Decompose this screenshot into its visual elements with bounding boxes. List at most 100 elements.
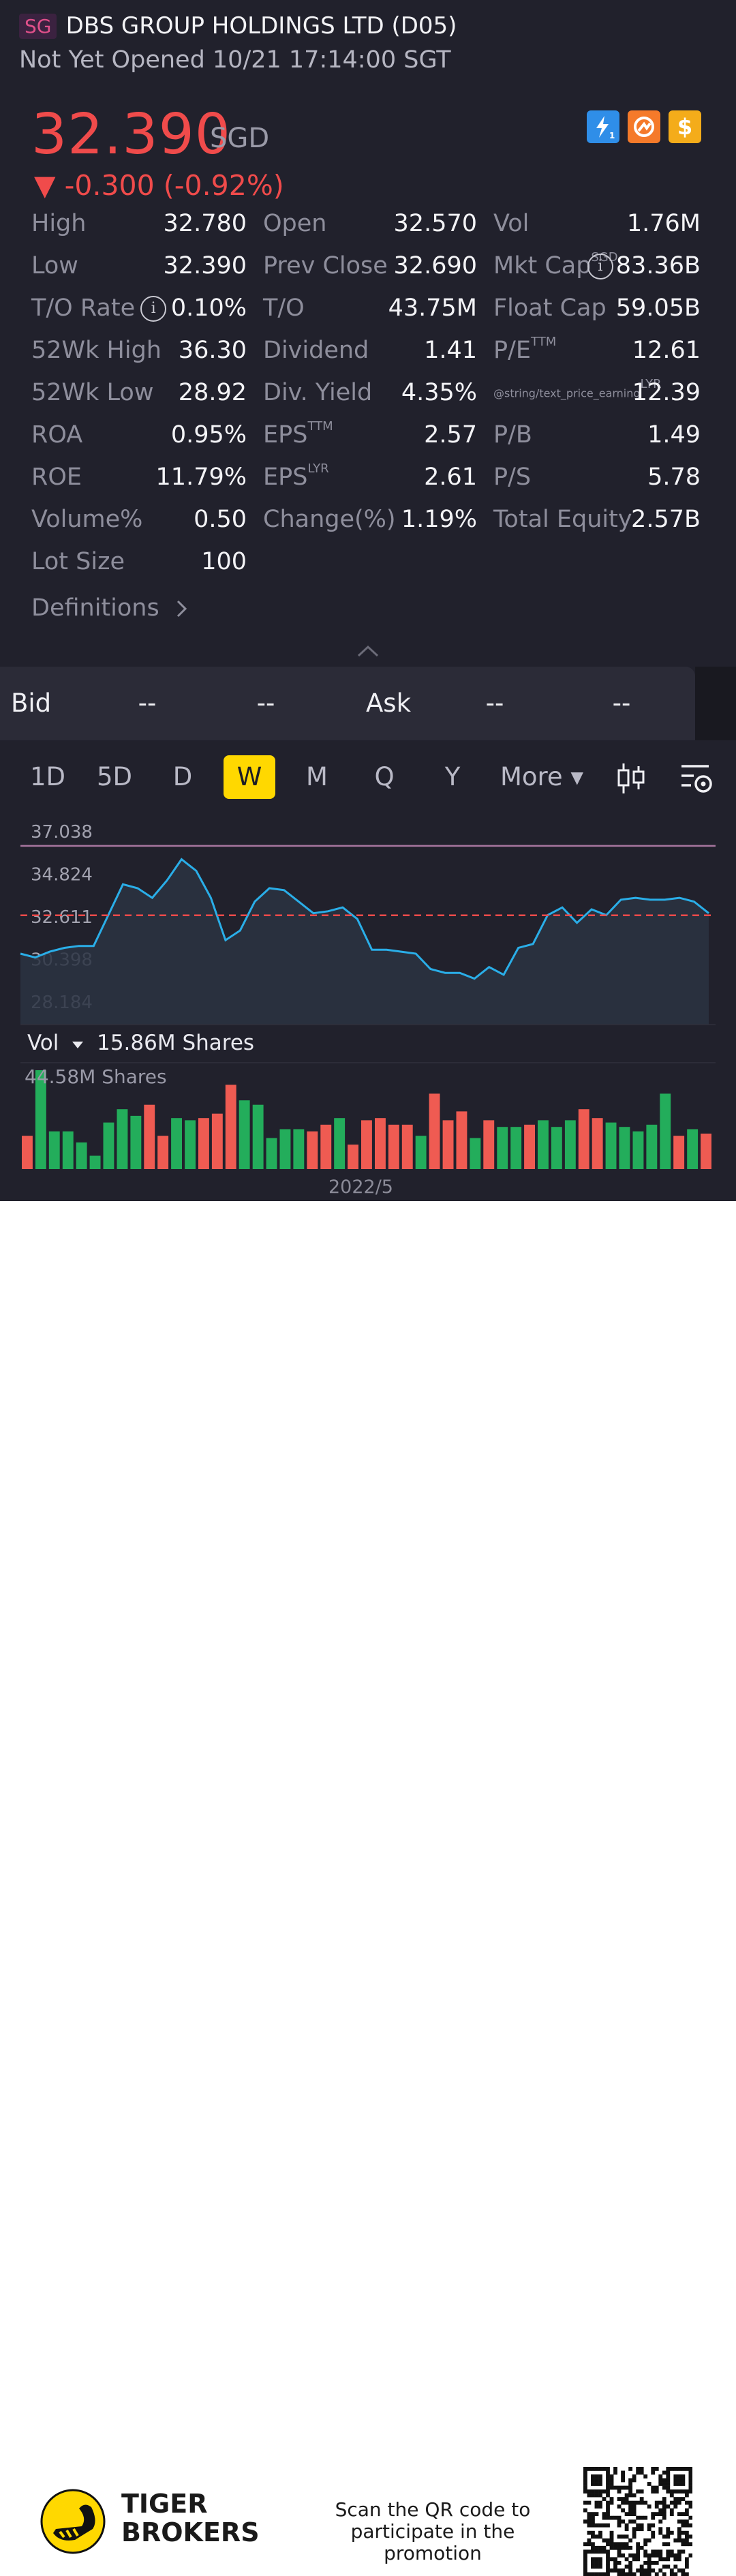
- stock-name: DBS GROUP HOLDINGS LTD (D05): [65, 12, 457, 40]
- volume-bar: [361, 1120, 372, 1169]
- stat-value: 0.10%: [170, 294, 247, 322]
- y-tick-label: 34.824: [31, 865, 93, 885]
- stat-label: Div. Yield: [263, 379, 373, 406]
- tab-5d[interactable]: 5D: [96, 762, 133, 791]
- stat-value: 12.61: [632, 337, 701, 364]
- volume-bars: [22, 1070, 711, 1169]
- volume-bar: [185, 1120, 196, 1169]
- svg-text:1: 1: [609, 131, 615, 140]
- volume-bar: [48, 1131, 60, 1169]
- market-status: Not Yet Opened 10/21 17:14:00 SGT: [19, 46, 451, 74]
- more-timeframes-dropdown[interactable]: More ▾: [500, 762, 584, 791]
- volume-bar: [510, 1127, 522, 1169]
- volume-bar: [171, 1118, 182, 1169]
- volume-bar: [35, 1070, 46, 1169]
- stats-row: T/O Rate i 0.10% T/O 43.75M Float Cap 59.05B: [0, 294, 736, 337]
- tab-m[interactable]: M: [306, 762, 328, 791]
- stat-value: 2.61: [424, 464, 477, 491]
- volume-bar: [117, 1109, 128, 1169]
- volume-bar: [592, 1118, 603, 1169]
- volume-max-label: 44.58M Shares: [25, 1065, 167, 1088]
- definitions-link[interactable]: Definitions: [31, 594, 190, 622]
- x-axis-date-label: 2022/5: [328, 1177, 393, 1198]
- dollar-icon[interactable]: $: [669, 110, 701, 143]
- market-badge: SG: [19, 13, 57, 39]
- stat-label: P/B: [493, 421, 532, 449]
- chevron-right-icon: [177, 600, 187, 618]
- stat-label: Total Equity: [493, 506, 632, 533]
- volume-bar: [551, 1127, 562, 1169]
- stats-row: Low 32.390 Prev Close 32.690 Mkt CapSGD i 83.3…: [0, 250, 736, 294]
- stat-label: Prev Close: [263, 252, 388, 279]
- volume-bar: [415, 1136, 427, 1169]
- volume-bar: [103, 1122, 114, 1169]
- info-icon[interactable]: i: [140, 296, 167, 322]
- stat-value: 32.690: [393, 252, 477, 279]
- candlestick-chart-icon[interactable]: [616, 762, 646, 795]
- stat-label: Low: [31, 252, 78, 279]
- stat-value: i 83.36B: [587, 252, 701, 279]
- ask-price: --: [485, 688, 504, 718]
- stat-label: Dividend: [263, 337, 369, 364]
- stats-row: High 32.780 Open 32.570 Vol 1.76M: [0, 210, 736, 252]
- lightning-level1-icon[interactable]: 1: [587, 110, 619, 143]
- collapse-chevron-icon[interactable]: [356, 641, 380, 661]
- volume-bar: [660, 1093, 671, 1169]
- options-swirl-icon[interactable]: [628, 110, 660, 143]
- volume-bar: [76, 1142, 87, 1169]
- tiger-brokers-logo-icon: [40, 2489, 106, 2554]
- last-price: 32.390: [31, 102, 231, 167]
- volume-bar: [89, 1155, 101, 1169]
- stat-value: 32.390: [163, 252, 247, 279]
- volume-bar: [578, 1109, 589, 1169]
- stats-row: 52Wk High 36.30 Dividend 1.41 P/ETTM 12.61: [0, 335, 736, 379]
- stat-label: T/O: [263, 294, 305, 322]
- tab-w[interactable]: W: [224, 755, 275, 799]
- volume-bar: [239, 1100, 250, 1169]
- qr-code[interactable]: [583, 2467, 692, 2576]
- stat-value: 59.05B: [615, 294, 701, 322]
- price-change: ▼ -0.300 (-0.92%): [34, 169, 284, 202]
- tab-y[interactable]: Y: [444, 762, 461, 791]
- tab-d[interactable]: D: [172, 762, 193, 791]
- volume-bar: [483, 1120, 495, 1169]
- volume-bar: [497, 1127, 508, 1169]
- tab-1d[interactable]: 1D: [29, 762, 66, 791]
- stat-value: 1.19%: [401, 506, 477, 533]
- volume-bar: [701, 1134, 711, 1169]
- volume-bar: [225, 1085, 236, 1169]
- stat-label: EPSTTM: [263, 419, 333, 449]
- volume-bar: [375, 1118, 386, 1169]
- stat-value: 5.78: [647, 464, 701, 491]
- volume-bar: [442, 1120, 454, 1169]
- stat-label: Change(%): [263, 506, 396, 533]
- volume-bar: [130, 1115, 142, 1169]
- volume-bar: [157, 1136, 169, 1169]
- key-statistics: High 32.780 Open 32.570 Vol 1.76M Low 32.390 Pre…: [0, 210, 736, 590]
- volume-bar: [429, 1093, 440, 1169]
- chart-settings-icon[interactable]: [679, 761, 714, 795]
- price-currency: SGD: [210, 123, 270, 154]
- volume-indicator[interactable]: Vol 15.86M Shares: [27, 1031, 255, 1055]
- bid-label: Bid: [11, 688, 52, 718]
- ask-size: --: [612, 688, 631, 718]
- stat-label: 52Wk Low: [31, 379, 154, 406]
- stats-row: 52Wk Low 28.92 Div. Yield 4.35% @string/text…: [0, 377, 736, 421]
- volume-bar: [564, 1120, 576, 1169]
- info-icon[interactable]: i: [587, 254, 613, 279]
- volume-bar: [334, 1118, 346, 1169]
- price-line: [20, 858, 709, 980]
- volume-bar: [619, 1127, 630, 1169]
- volume-bar: [646, 1124, 658, 1169]
- stock-detail-screen: SG DBS GROUP HOLDINGS LTD (D05) Not Yet …: [0, 0, 736, 1201]
- stat-value: 1.49: [647, 421, 701, 449]
- tab-q[interactable]: Q: [374, 762, 395, 791]
- volume-bar: [62, 1131, 74, 1169]
- promo-text: Scan the QR code to participate in the p…: [335, 2498, 531, 2564]
- bid-price: --: [138, 688, 157, 718]
- volume-bar: [687, 1129, 699, 1169]
- volume-bar: [673, 1136, 685, 1169]
- volume-bar: [320, 1124, 332, 1169]
- volume-bar: [266, 1138, 277, 1169]
